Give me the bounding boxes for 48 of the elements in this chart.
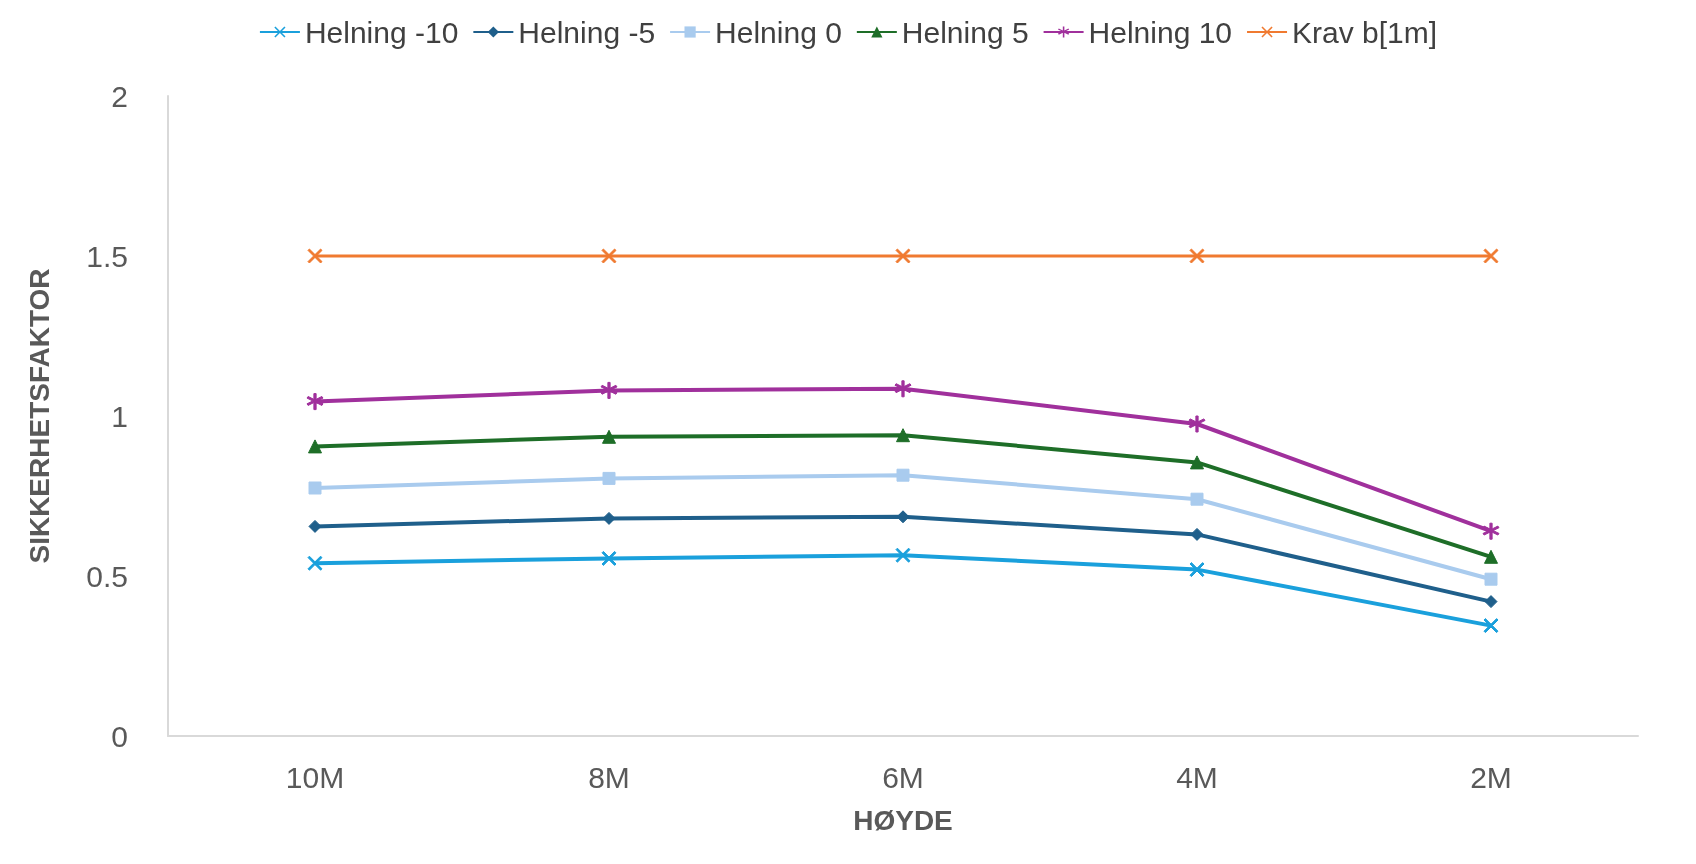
y-tick-label: 1: [111, 399, 128, 433]
point: [895, 248, 911, 264]
point: [896, 468, 910, 482]
x-tick-label: 8M: [588, 760, 630, 794]
point: [896, 510, 910, 524]
point: [307, 248, 323, 264]
legend-label: Helning 10: [1088, 15, 1233, 49]
point: [1189, 562, 1205, 578]
point: [895, 547, 911, 563]
legend-label: Helning 5: [901, 15, 1029, 49]
legend-label: Helning -10: [304, 15, 459, 49]
point: [600, 381, 618, 399]
point: [1484, 572, 1498, 586]
legend-label: Helning 0: [715, 15, 842, 49]
point: [308, 481, 322, 495]
point: [1483, 248, 1499, 264]
point: [1483, 618, 1499, 634]
legend-label: Krav b[1m]: [1292, 15, 1438, 49]
point: [1190, 527, 1204, 541]
y-tick-label: 0.5: [86, 559, 128, 593]
y-tick-label: 1.5: [86, 239, 128, 273]
y-axis-title: SIKKERHETSFAKTOR: [23, 268, 55, 564]
point: [1188, 415, 1206, 433]
point: [601, 248, 617, 264]
point: [1190, 455, 1204, 470]
legend-label: Helning -5: [518, 15, 656, 49]
x-axis-title: HØYDE: [853, 804, 953, 836]
point: [602, 429, 616, 444]
point: [306, 393, 324, 411]
point: [1484, 595, 1498, 609]
point: [1189, 248, 1205, 264]
x-tick-label: 2M: [1470, 760, 1512, 794]
point: [308, 519, 322, 533]
point: [601, 550, 617, 566]
point: [1482, 522, 1500, 540]
point: [602, 511, 616, 525]
x-tick-label: 10M: [285, 760, 345, 794]
point: [1484, 549, 1498, 564]
y-tick-label: 0: [111, 719, 128, 753]
point: [1190, 492, 1204, 506]
point: [308, 439, 322, 454]
point: [894, 380, 912, 398]
y-tick-label: 2: [111, 79, 128, 113]
point: [896, 428, 910, 443]
point: [602, 471, 616, 485]
x-tick-label: 6M: [882, 760, 924, 794]
x-tick-label: 4M: [1176, 760, 1218, 794]
point: [307, 555, 323, 571]
